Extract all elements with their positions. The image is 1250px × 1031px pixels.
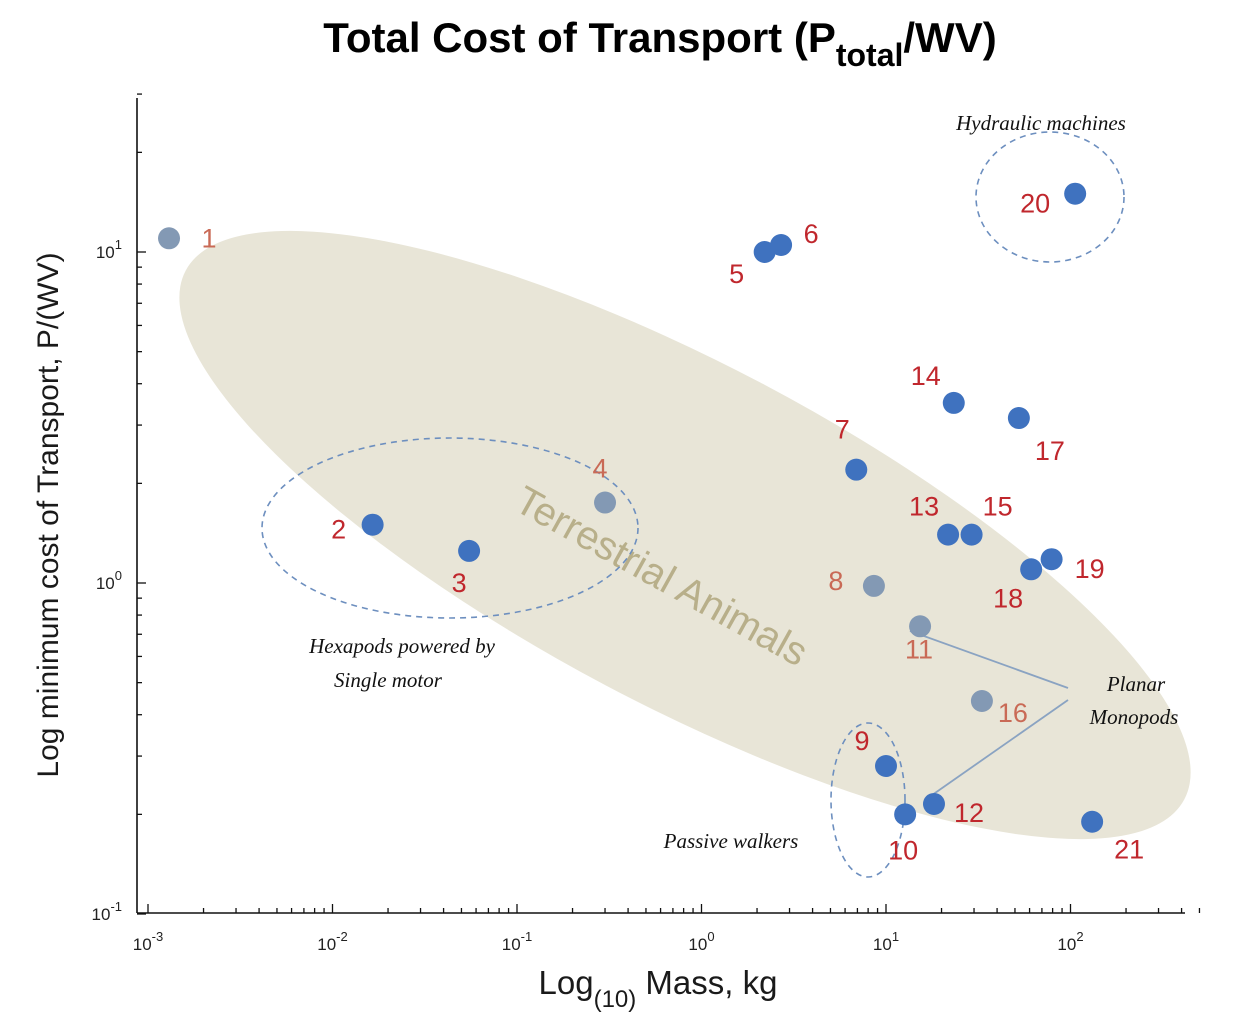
point-label-17: 17: [1035, 436, 1065, 466]
annotations: Hydraulic machines Hexapods powered by S…: [308, 111, 1178, 853]
point-label-8: 8: [828, 566, 843, 596]
passive-walkers-outline: [830, 722, 906, 878]
data-point-3: [458, 539, 481, 562]
data-points: [158, 182, 1104, 833]
annotation-hexapods-line2: Single motor: [334, 668, 443, 692]
data-point-1: [158, 227, 181, 250]
x-tick-label: 10-2: [317, 929, 347, 954]
x-tick-label: 10-3: [133, 929, 163, 954]
point-label-2: 2: [331, 515, 346, 545]
point-label-9: 9: [854, 726, 869, 756]
point-label-4: 4: [593, 454, 608, 484]
data-point-13: [937, 523, 960, 546]
terrestrial-region-ellipse: [179, 230, 1191, 840]
hydraulic-outline: [975, 131, 1125, 263]
point-label-21: 21: [1114, 835, 1144, 865]
data-point-21: [1081, 810, 1104, 833]
x-axis-label-main: Log: [539, 964, 594, 1001]
y-axis-label: Log minimum cost of Transport, P/(WV): [32, 252, 65, 777]
data-point-17: [1007, 407, 1030, 430]
x-tick-label: 100: [688, 929, 714, 954]
x-tick-label: 102: [1057, 929, 1083, 954]
data-point-19: [1040, 548, 1063, 571]
data-point-9: [875, 754, 897, 777]
point-label-18: 18: [993, 583, 1023, 613]
point-label-15: 15: [983, 492, 1013, 522]
data-point-8: [862, 574, 885, 597]
planar-pointer-11: [909, 630, 1069, 689]
point-label-11: 11: [905, 634, 933, 664]
group-outlines: [261, 131, 1125, 878]
data-point-7: [845, 458, 868, 481]
data-point-11: [909, 615, 932, 638]
y-ticks: 10-1 100 101: [92, 93, 146, 924]
annotation-hydraulic: Hydraulic machines: [955, 111, 1126, 135]
data-point-20: [1064, 182, 1087, 205]
data-point-5: [753, 241, 776, 263]
point-label-16: 16: [998, 698, 1028, 728]
y-tick-label: 10-1: [92, 899, 122, 924]
point-label-10: 10: [888, 835, 918, 865]
x-axis-label: Log(10) Mass, kg: [539, 964, 778, 1013]
annotation-hexapods-line1: Hexapods powered by: [308, 634, 496, 658]
point-label-6: 6: [804, 219, 819, 249]
x-ticks: 10-3 10-2 10-1 100 101 102: [133, 904, 1201, 954]
y-tick-label: 100: [96, 568, 122, 593]
data-point-2: [361, 513, 384, 536]
x-tick-label: 101: [873, 929, 899, 954]
planar-pointer-12: [924, 699, 1069, 801]
data-point-16: [970, 690, 993, 713]
point-label-3: 3: [452, 568, 467, 598]
hexapods-outline: [261, 437, 639, 619]
point-label-7: 7: [835, 415, 850, 445]
data-point-10: [894, 803, 917, 826]
chart-title-main: Total Cost of Transport (P: [323, 14, 836, 61]
data-point-12: [922, 792, 945, 815]
chart-title-tail: /WV): [903, 14, 996, 61]
point-label-12: 12: [954, 798, 984, 828]
point-label-13: 13: [909, 492, 939, 522]
terrestrial-region: Terrestrial Animals: [179, 230, 1191, 840]
chart-title: Total Cost of Transport (Ptotal/WV): [323, 14, 996, 73]
data-point-4: [594, 491, 617, 514]
x-axis-label-sub: (10): [594, 986, 637, 1013]
point-label-1: 1: [202, 223, 217, 253]
point-label-5: 5: [729, 259, 744, 289]
point-label-14: 14: [911, 361, 941, 391]
annotation-planar-line2: Monopods: [1089, 705, 1179, 729]
x-axis-label-tail: Mass, kg: [636, 964, 777, 1001]
annotation-passive-walkers: Passive walkers: [663, 829, 799, 853]
data-point-14: [942, 391, 965, 414]
planar-pointers: [909, 630, 1069, 801]
annotation-planar-line1: Planar: [1106, 672, 1166, 696]
point-label-19: 19: [1075, 554, 1105, 584]
chart-title-sub: total: [836, 37, 904, 73]
data-point-18: [1020, 558, 1043, 581]
point-label-20: 20: [1020, 189, 1050, 219]
data-point-6: [770, 233, 793, 256]
y-tick-label: 101: [96, 237, 122, 262]
x-tick-label: 10-1: [502, 929, 532, 954]
data-point-15: [960, 523, 983, 546]
